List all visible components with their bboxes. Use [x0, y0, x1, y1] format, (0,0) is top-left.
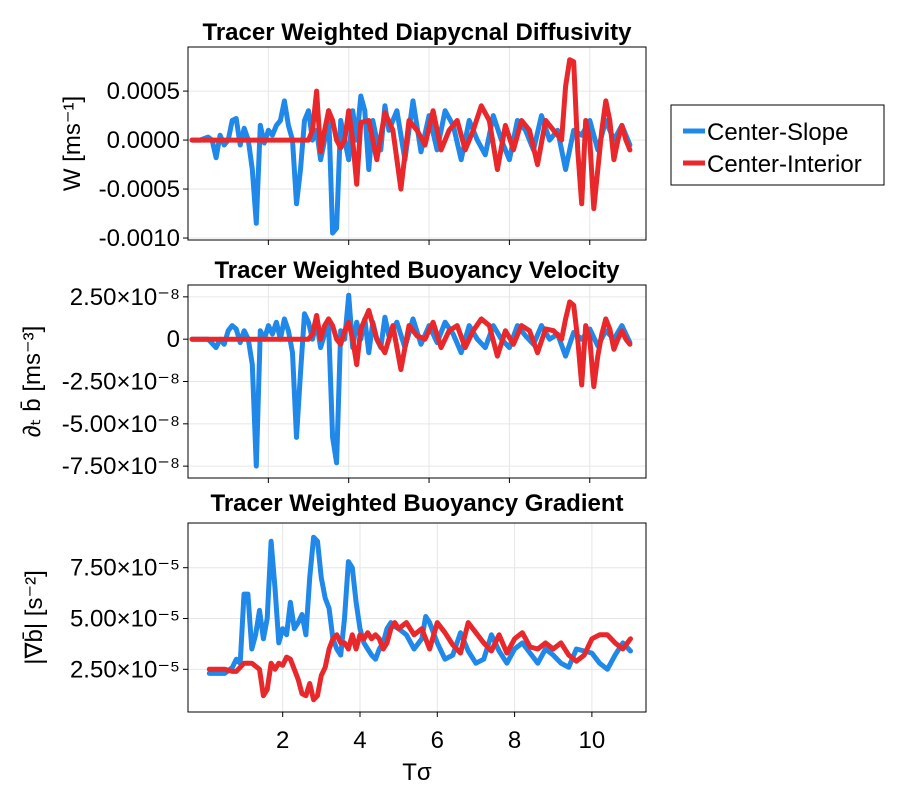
y-tick-label: 0 — [167, 326, 180, 353]
legend-label-center-slope: Center-Slope — [707, 119, 848, 146]
series-group — [189, 292, 633, 469]
y-tick-label: -0.0010 — [99, 225, 180, 252]
series-line-center-slope — [206, 534, 633, 676]
legend-label-center-interior: Center-Interior — [707, 151, 862, 178]
panel-1: 0.0005 0.0000 -0.0005 -0.0010 Tracer Weighte… — [59, 19, 647, 252]
axes-frame — [187, 522, 647, 713]
y-tick-label: 0.0000 — [107, 127, 180, 154]
panel-title: Tracer Weighted Buoyancy Velocity — [214, 257, 620, 284]
y-tick-label: -5.00×10⁻⁸ — [62, 411, 180, 438]
x-tick-label: 8 — [508, 727, 521, 754]
y-axis-label: |∇b̄| [s⁻²] — [21, 570, 48, 665]
y-tick-label: 7.50×10⁻⁵ — [70, 555, 180, 582]
legend: Center-Slope Center-Interior — [670, 104, 885, 186]
x-tick-label: 6 — [431, 727, 444, 754]
x-axis-label: Tσ — [402, 759, 432, 786]
y-tick-label: -2.50×10⁻⁸ — [62, 369, 180, 396]
y-axis-label: W [ms⁻¹] — [59, 96, 86, 191]
series-line-center-interior — [189, 299, 633, 390]
y-tick-label: 2.50×10⁻⁸ — [70, 284, 180, 311]
panels: 0.0005 0.0000 -0.0005 -0.0010 Tracer Weighte… — [19, 19, 647, 786]
series-group — [189, 57, 633, 236]
panel-3: 7.50×10⁻⁵ 5.00×10⁻⁵ 2.50×10⁻⁵ 2 4 6 8 10 Tracer … — [21, 490, 647, 786]
panel-2: 2.50×10⁻⁸ 0 -2.50×10⁻⁸ -5.00×10⁻⁸ -7.50×10⁻⁸… — [19, 257, 647, 483]
series-line-center-slope — [189, 93, 633, 236]
panel-title: Tracer Weighted Buoyancy Gradient — [210, 490, 623, 517]
legend-frame — [670, 104, 885, 186]
y-tick-label: 5.00×10⁻⁵ — [70, 606, 180, 633]
series-line-center-slope — [189, 292, 633, 469]
y-tick-label: 0.0005 — [107, 78, 180, 105]
x-tick-label: 4 — [353, 727, 366, 754]
panel-title: Tracer Weighted Diapycnal Diffusivity — [202, 19, 632, 46]
y-tick-label: 2.50×10⁻⁵ — [70, 656, 180, 683]
series-line-center-interior — [189, 57, 633, 212]
series-line-center-interior — [206, 620, 633, 703]
y-tick-label: -7.50×10⁻⁸ — [62, 453, 180, 480]
axes-frame — [187, 46, 647, 241]
series-group — [206, 534, 633, 703]
x-tick-label: 10 — [579, 727, 606, 754]
y-tick-label: -0.0005 — [99, 176, 180, 203]
y-axis-label: ∂ₜ b̄ [ms⁻³] — [19, 326, 46, 438]
x-tick-label: 2 — [276, 727, 289, 754]
